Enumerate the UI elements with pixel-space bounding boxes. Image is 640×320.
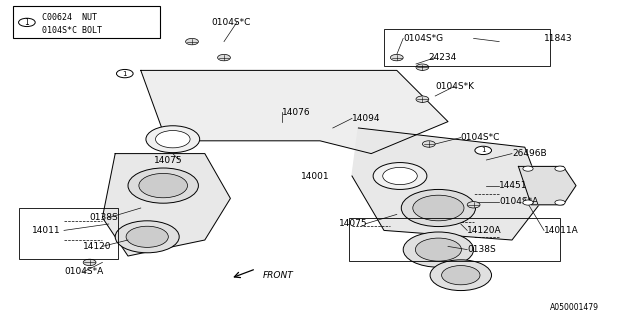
Circle shape	[523, 200, 533, 205]
Text: 0138S: 0138S	[90, 213, 118, 222]
Text: 14075: 14075	[154, 156, 182, 164]
Circle shape	[383, 167, 417, 185]
Text: 0104S*A: 0104S*A	[499, 197, 538, 206]
Text: 11843: 11843	[544, 34, 573, 43]
Text: 1: 1	[481, 148, 486, 153]
Circle shape	[416, 96, 429, 102]
Text: A050001479: A050001479	[550, 303, 600, 312]
Circle shape	[116, 69, 133, 78]
Text: FRONT: FRONT	[262, 271, 293, 280]
Circle shape	[115, 221, 179, 253]
Circle shape	[218, 54, 230, 61]
Circle shape	[442, 266, 480, 285]
Circle shape	[415, 238, 461, 261]
Bar	[384, 29, 550, 66]
Text: 0104S*G: 0104S*G	[403, 34, 444, 43]
Text: 26496B: 26496B	[512, 149, 547, 158]
Text: 1: 1	[122, 71, 127, 76]
Polygon shape	[518, 166, 576, 205]
Text: C00624  NUT: C00624 NUT	[42, 13, 97, 22]
Circle shape	[475, 146, 492, 155]
Polygon shape	[102, 154, 230, 256]
Text: 0104S*K: 0104S*K	[435, 82, 474, 91]
Circle shape	[128, 168, 198, 203]
Text: 14001: 14001	[301, 172, 330, 180]
Circle shape	[416, 64, 429, 70]
Circle shape	[413, 195, 464, 221]
Circle shape	[403, 232, 474, 267]
Polygon shape	[352, 128, 544, 240]
Circle shape	[430, 260, 492, 291]
Text: 14011: 14011	[32, 226, 61, 235]
Bar	[13, 6, 160, 38]
Text: 0138S: 0138S	[467, 245, 496, 254]
Circle shape	[83, 259, 96, 266]
Text: 1: 1	[24, 18, 29, 27]
Circle shape	[373, 163, 427, 189]
Text: 14075: 14075	[339, 220, 368, 228]
Circle shape	[555, 166, 565, 171]
Circle shape	[156, 131, 190, 148]
Circle shape	[146, 126, 200, 153]
Text: 0104S*C BOLT: 0104S*C BOLT	[42, 26, 102, 35]
Text: 14094: 14094	[352, 114, 381, 123]
Text: 14120: 14120	[83, 242, 112, 251]
Circle shape	[390, 54, 403, 61]
Text: 14451: 14451	[499, 181, 528, 190]
Text: 0104S*C: 0104S*C	[211, 18, 251, 27]
Text: 14076: 14076	[282, 108, 310, 116]
Bar	[19, 208, 118, 259]
Text: 14011A: 14011A	[544, 226, 579, 235]
Circle shape	[555, 200, 565, 205]
Circle shape	[467, 202, 480, 208]
Circle shape	[523, 166, 533, 171]
Text: 0104S*C: 0104S*C	[461, 133, 500, 142]
Circle shape	[126, 226, 168, 247]
Text: 0104S*A: 0104S*A	[64, 268, 103, 276]
Polygon shape	[141, 70, 448, 154]
Circle shape	[422, 141, 435, 147]
Circle shape	[401, 189, 476, 227]
Text: 24234: 24234	[429, 53, 457, 62]
Circle shape	[19, 18, 35, 27]
Bar	[349, 218, 560, 261]
Circle shape	[139, 173, 188, 198]
Text: 14120A: 14120A	[467, 226, 502, 235]
Circle shape	[186, 38, 198, 45]
